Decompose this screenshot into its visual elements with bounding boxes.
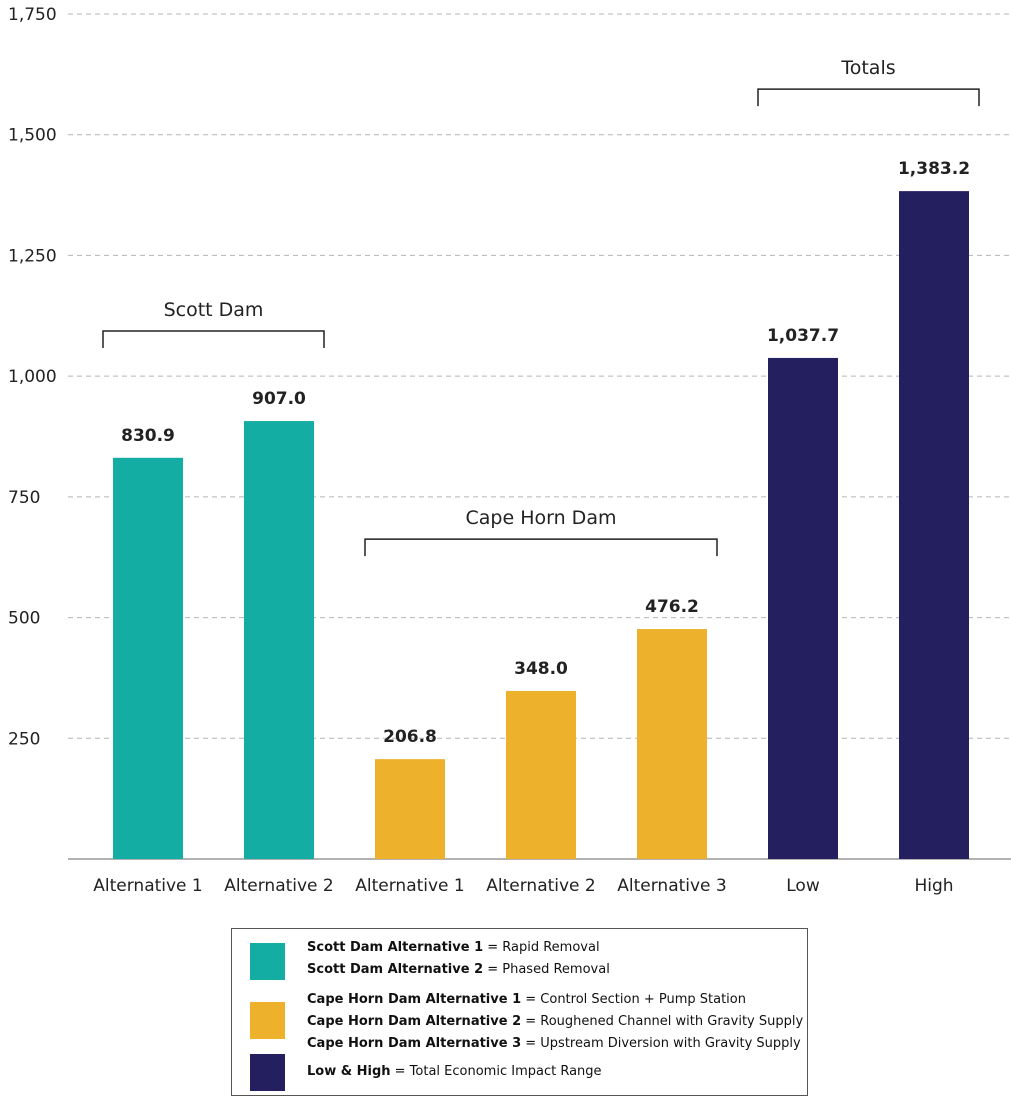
legend-swatch-cape-horn-dam xyxy=(250,1002,285,1039)
data-label: 830.9 xyxy=(121,426,175,446)
legend-swatch-totals xyxy=(250,1054,285,1091)
data-label: 206.8 xyxy=(383,727,437,747)
legend-entry-low-high: Low & High = Total Economic Impact Range xyxy=(307,1064,602,1079)
x-category-label: Alternative 2 xyxy=(224,876,334,896)
data-label: 1,037.7 xyxy=(767,326,839,346)
x-category-label: Alternative 2 xyxy=(486,876,596,896)
y-tick-label: 750 xyxy=(8,488,40,508)
y-tick-label: 1,000 xyxy=(8,367,57,387)
bar xyxy=(244,421,314,859)
chart-legend: Scott Dam Alternative 1 = Rapid Removal … xyxy=(231,928,808,1096)
legend-swatch-scott-dam xyxy=(250,943,285,980)
bar xyxy=(506,690,576,859)
group-bracket xyxy=(102,330,325,349)
y-tick-label: 1,250 xyxy=(8,246,57,266)
bar xyxy=(637,629,707,859)
y-tick-label: 250 xyxy=(8,729,40,749)
data-label: 348.0 xyxy=(514,659,568,679)
y-tick-label: 500 xyxy=(8,609,40,629)
x-category-label: Alternative 1 xyxy=(93,876,203,896)
x-category-label: Low xyxy=(786,876,820,896)
group-label: Totals xyxy=(840,57,895,79)
legend-entry-cape-horn-alt-2: Cape Horn Dam Alternative 2 = Roughened … xyxy=(307,1014,804,1029)
group-label: Cape Horn Dam xyxy=(466,507,617,529)
legend-entry-cape-horn-alt-3: Cape Horn Dam Alternative 3 = Upstream D… xyxy=(307,1036,801,1051)
x-category-label: Alternative 1 xyxy=(355,876,465,896)
bar xyxy=(113,457,183,859)
group-bracket xyxy=(757,88,980,107)
bar-chart: 250 500 750 1,000 1,250 1,500 1,750 830.9 Altern… xyxy=(8,5,1011,896)
y-tick-label: 1,750 xyxy=(8,5,57,25)
bar xyxy=(899,191,969,859)
data-label: 907.0 xyxy=(252,389,306,409)
y-tick-label: 1,500 xyxy=(8,126,57,146)
legend-entry-cape-horn-alt-1: Cape Horn Dam Alternative 1 = Control Se… xyxy=(307,992,746,1007)
data-label: 476.2 xyxy=(645,597,699,617)
data-label: 1,383.2 xyxy=(898,159,970,179)
legend-entry-scott-dam-alt-2: Scott Dam Alternative 2 = Phased Removal xyxy=(307,962,610,977)
x-category-label: High xyxy=(914,876,953,896)
legend-entry-scott-dam-alt-1: Scott Dam Alternative 1 = Rapid Removal xyxy=(307,940,600,955)
group-bracket xyxy=(364,538,718,557)
x-category-label: Alternative 3 xyxy=(617,876,727,896)
bar xyxy=(768,357,838,859)
bar xyxy=(375,759,445,859)
group-label: Scott Dam xyxy=(164,299,264,321)
